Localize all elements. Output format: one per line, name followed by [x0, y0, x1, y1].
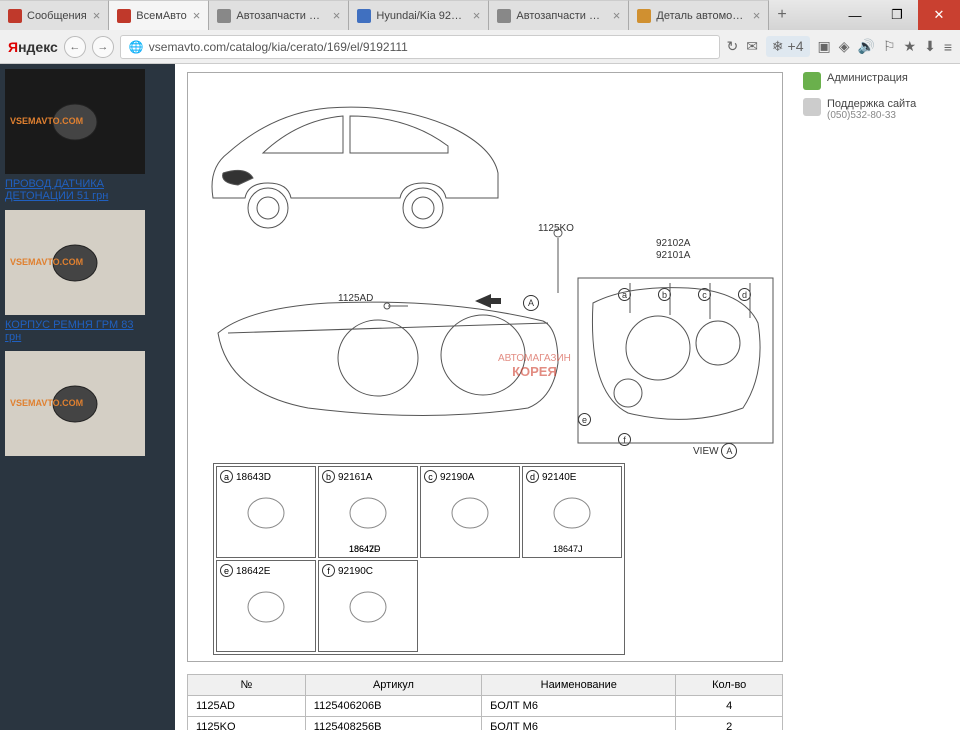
tab-title: Деталь автомобиля ...	[656, 10, 746, 22]
parts-diagram: 1125KO 92102A 92101A 1125AD a b c d e f …	[187, 72, 783, 662]
forward-button[interactable]: →	[92, 36, 114, 58]
tab-favicon	[117, 9, 131, 23]
menu-icon[interactable]: ≡	[944, 39, 952, 55]
speaker-icon[interactable]: 🔊	[858, 38, 875, 55]
maximize-button[interactable]: ❐	[876, 0, 918, 30]
browser-logo: Яндекс	[8, 39, 58, 55]
tab-favicon	[497, 9, 511, 23]
close-window-button[interactable]: ✕	[918, 0, 960, 30]
tab-title: Hyundai/Kia 92191-1...	[376, 10, 466, 22]
tab-favicon	[637, 9, 651, 23]
browser-tab[interactable]: Автозапчасти KIA - элек... ×	[489, 0, 629, 30]
product-card[interactable]: VSEMAVTO.COM ПРОВОД ДАТЧИКА ДЕТОНАЦИИ 51 …	[5, 69, 170, 202]
reload-icon[interactable]: ↻	[726, 38, 738, 55]
address-bar: Яндекс ← → 🌐 vsemavto.com/catalog/kia/ce…	[0, 30, 960, 64]
table-cell: 4	[676, 696, 783, 717]
support-icon	[803, 98, 821, 116]
tab-close-icon[interactable]: ×	[613, 8, 621, 23]
tab-title: Автозапчасти KIA - элек...	[516, 10, 606, 22]
tab-title: Сообщения	[27, 10, 87, 22]
product-image: VSEMAVTO.COM	[5, 69, 145, 174]
site-icon: 🌐	[129, 40, 144, 54]
parts-grid-cell: f92190C	[318, 560, 418, 652]
download-icon[interactable]: ⬇	[924, 38, 936, 55]
table-cell: 1125KO	[188, 717, 306, 730]
parts-grid-cell: e18642E	[216, 560, 316, 652]
tab-close-icon[interactable]: ×	[193, 8, 201, 23]
watermark-text: VSEMAVTO.COM	[10, 116, 83, 126]
tab-title: Автозапчасти KIA - элек...	[236, 10, 326, 22]
new-tab-button[interactable]: +	[769, 0, 794, 30]
url-input[interactable]: 🌐 vsemavto.com/catalog/kia/cerato/169/el…	[120, 35, 721, 59]
table-cell: БОЛТ М6	[482, 696, 676, 717]
product-image: VSEMAVTO.COM	[5, 351, 145, 456]
parts-grid-cell: a18643D	[216, 466, 316, 558]
window-controls: — ❐ ✕	[834, 0, 960, 30]
table-header: Артикул	[305, 675, 481, 696]
tab-close-icon[interactable]: ×	[753, 8, 761, 23]
main-panel: 1125KO 92102A 92101A 1125AD a b c d e f …	[175, 64, 795, 730]
parts-grid-table: a18643Db92161A18647D18642Fc92190Ad92140E…	[213, 463, 625, 655]
tab-favicon	[217, 9, 231, 23]
table-cell: 2	[676, 717, 783, 730]
headlight-svg	[198, 273, 778, 453]
diagram-label: 92101A	[656, 250, 690, 261]
tab-close-icon[interactable]: ×	[473, 8, 481, 23]
tab-close-icon[interactable]: ×	[93, 8, 101, 23]
table-header: Кол-во	[676, 675, 783, 696]
watermark-stamp: АВТОМАГАЗИН КОРЕЯ	[498, 353, 571, 379]
url-text: vsemavto.com/catalog/kia/cerato/169/el/9…	[149, 40, 408, 54]
bookmark-icon[interactable]: ⚐	[883, 38, 896, 55]
admin-link[interactable]: Администрация	[803, 72, 952, 90]
browser-tab[interactable]: Автозапчасти KIA - элек... ×	[209, 0, 349, 30]
product-image: VSEMAVTO.COM	[5, 210, 145, 315]
product-card[interactable]: VSEMAVTO.COM	[5, 351, 170, 456]
tab-title: ВсемАвто	[136, 10, 187, 22]
parts-grid-cell: d92140E18647J	[522, 466, 622, 558]
tab-close-icon[interactable]: ×	[333, 8, 341, 23]
tab-favicon	[8, 9, 22, 23]
back-button[interactable]: ←	[64, 36, 86, 58]
sidebar-right: Администрация Поддержка сайта (050)532-8…	[795, 64, 960, 730]
mail-icon[interactable]: ✉	[746, 38, 758, 55]
parts-grid-cell: b92161A18647D18642F	[318, 466, 418, 558]
browser-tab[interactable]: Деталь автомобиля ... ×	[629, 0, 769, 30]
watermark-text: VSEMAVTO.COM	[10, 257, 83, 267]
table-header: Наименование	[482, 675, 676, 696]
product-link[interactable]: КОРПУС РЕМНЯ ГРМ 83 грн	[5, 319, 145, 343]
tab-favicon	[357, 9, 371, 23]
favorite-icon[interactable]: ★	[904, 38, 917, 55]
minimize-button[interactable]: —	[834, 0, 876, 30]
extension-icon[interactable]: ▣	[818, 38, 831, 55]
parts-grid-cell: c92190A	[420, 466, 520, 558]
car-outline-svg	[198, 78, 508, 233]
table-cell: 1125AD	[188, 696, 306, 717]
table-row[interactable]: 1125AD1125406206BБОЛТ М64	[188, 696, 783, 717]
browser-tab[interactable]: ВсемАвто ×	[109, 0, 209, 30]
table-header: №	[188, 675, 306, 696]
browser-tab[interactable]: Hyundai/Kia 92191-1... ×	[349, 0, 489, 30]
admin-icon	[803, 72, 821, 90]
browser-tab[interactable]: Сообщения ×	[0, 0, 109, 30]
table-cell: 1125406206B	[305, 696, 481, 717]
page-content: VSEMAVTO.COM ПРОВОД ДАТЧИКА ДЕТОНАЦИИ 51 …	[0, 64, 960, 730]
product-card[interactable]: VSEMAVTO.COM КОРПУС РЕМНЯ ГРМ 83 грн	[5, 210, 170, 343]
parts-data-table: №АртикулНаименованиеКол-во 1125AD1125406…	[187, 674, 783, 730]
browser-tabstrip: Сообщения×ВсемАвто×Автозапчасти KIA - эл…	[0, 0, 960, 30]
product-link[interactable]: ПРОВОД ДАТЧИКА ДЕТОНАЦИИ 51 грн	[5, 178, 145, 202]
sidebar-left: VSEMAVTO.COM ПРОВОД ДАТЧИКА ДЕТОНАЦИИ 51 …	[0, 64, 175, 730]
table-cell: БОЛТ М6	[482, 717, 676, 730]
diagram-label: 92102A	[656, 238, 690, 249]
table-cell: 1125408256B	[305, 717, 481, 730]
extension-icon-2[interactable]: ◈	[839, 38, 850, 55]
weather-widget[interactable]: ❄ +4	[766, 36, 810, 57]
table-row[interactable]: 1125KO1125408256BБОЛТ М62	[188, 717, 783, 730]
support-link[interactable]: Поддержка сайта (050)532-80-33	[803, 98, 952, 121]
watermark-text: VSEMAVTO.COM	[10, 398, 83, 408]
